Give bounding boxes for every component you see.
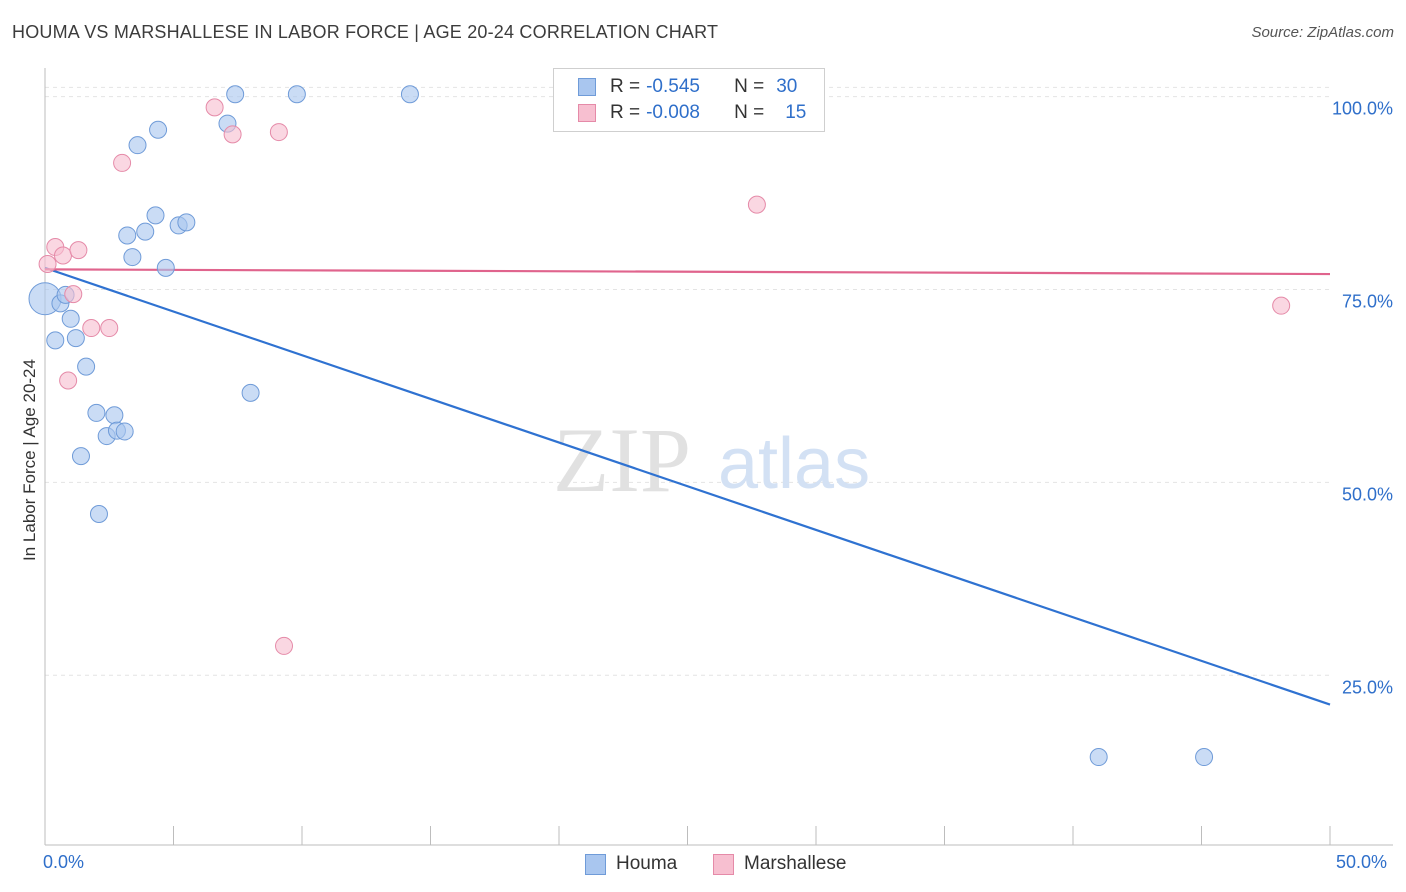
trend-line-houma: [44, 266, 1331, 706]
point-houma: [287, 85, 306, 104]
legend-item-houma: Houma: [585, 852, 677, 876]
point-marshallese: [64, 285, 83, 304]
point-marshallese: [269, 123, 288, 142]
n-label: N =: [734, 102, 765, 123]
point-houma: [149, 120, 168, 139]
y-tick-labels: 25.0% 50.0% 75.0% 100.0%: [1332, 99, 1393, 698]
r-value: -0.545: [646, 76, 700, 97]
point-houma: [226, 85, 245, 104]
r-label: R =: [610, 76, 641, 97]
point-houma: [136, 222, 155, 241]
point-houma: [156, 258, 175, 277]
watermark-atlas: atlas: [718, 424, 870, 504]
x-tick-label-max: 50.0%: [1336, 852, 1388, 872]
point-houma: [123, 248, 142, 267]
point-marshallese: [747, 195, 766, 214]
point-marshallese: [59, 371, 78, 390]
y-tick-label: 25.0%: [1342, 677, 1393, 697]
n-value: 15: [785, 102, 807, 123]
point-houma: [77, 357, 96, 376]
point-houma: [46, 331, 65, 350]
r-label: R =: [610, 102, 641, 123]
source-credit: Source: ZipAtlas.com: [1251, 24, 1394, 41]
point-houma: [66, 329, 85, 348]
legend-row-marshallese: R = -0.008 N = 15: [578, 100, 806, 126]
legend-label-marshallese: Marshallese: [744, 853, 847, 874]
gridlines: [45, 86, 1330, 676]
trend-line-marshallese: [44, 268, 1331, 276]
y-tick-label: 50.0%: [1342, 484, 1393, 504]
watermark: ZIP atlas: [553, 409, 870, 511]
stats-legend: R = -0.545 N = 30 R = -0.008 N = 15: [553, 68, 825, 132]
point-houma: [89, 504, 108, 523]
point-marshallese: [275, 636, 294, 655]
x-tick-label-min: 0.0%: [43, 852, 85, 872]
point-marshallese: [82, 319, 101, 338]
y-axis-label: In Labor Force | Age 20-24: [20, 359, 39, 561]
y-tick-label: 100.0%: [1332, 99, 1393, 119]
data-points: [28, 85, 1291, 767]
point-houma: [1195, 748, 1214, 767]
watermark-zip: ZIP: [553, 409, 691, 511]
point-marshallese: [205, 98, 224, 117]
point-marshallese: [69, 241, 88, 260]
y-tick-label: 75.0%: [1342, 291, 1393, 311]
point-houma: [105, 406, 124, 425]
point-marshallese: [53, 246, 72, 265]
point-houma: [146, 206, 165, 225]
r-value: -0.008: [646, 102, 700, 123]
point-marshallese: [38, 255, 57, 274]
legend-swatch-marshallese: [713, 853, 734, 875]
point-houma: [115, 422, 134, 441]
legend-row-houma: R = -0.545 N = 30: [578, 74, 797, 100]
point-houma: [400, 85, 419, 104]
legend-item-marshallese: Marshallese: [713, 852, 846, 876]
trend-lines: [44, 266, 1331, 706]
legend-swatch-marshallese: [578, 104, 596, 122]
chart-title: HOUMA VS MARSHALLESE IN LABOR FORCE | AG…: [12, 22, 719, 42]
point-houma: [71, 447, 90, 466]
point-houma: [1089, 748, 1108, 767]
legend-label-houma: Houma: [616, 853, 678, 874]
n-label: N =: [734, 76, 765, 97]
point-houma: [61, 309, 80, 328]
point-marshallese: [223, 125, 242, 144]
axes: [44, 68, 1393, 846]
point-houma: [128, 136, 147, 155]
point-marshallese: [100, 319, 119, 338]
point-houma: [118, 226, 137, 245]
point-houma: [241, 383, 260, 402]
n-value: 30: [776, 76, 798, 97]
point-houma: [177, 213, 196, 232]
point-marshallese: [113, 153, 132, 172]
point-marshallese: [1272, 296, 1291, 315]
legend-swatch-houma: [585, 853, 606, 875]
point-houma: [87, 403, 106, 422]
legend-swatch-houma: [578, 78, 596, 96]
